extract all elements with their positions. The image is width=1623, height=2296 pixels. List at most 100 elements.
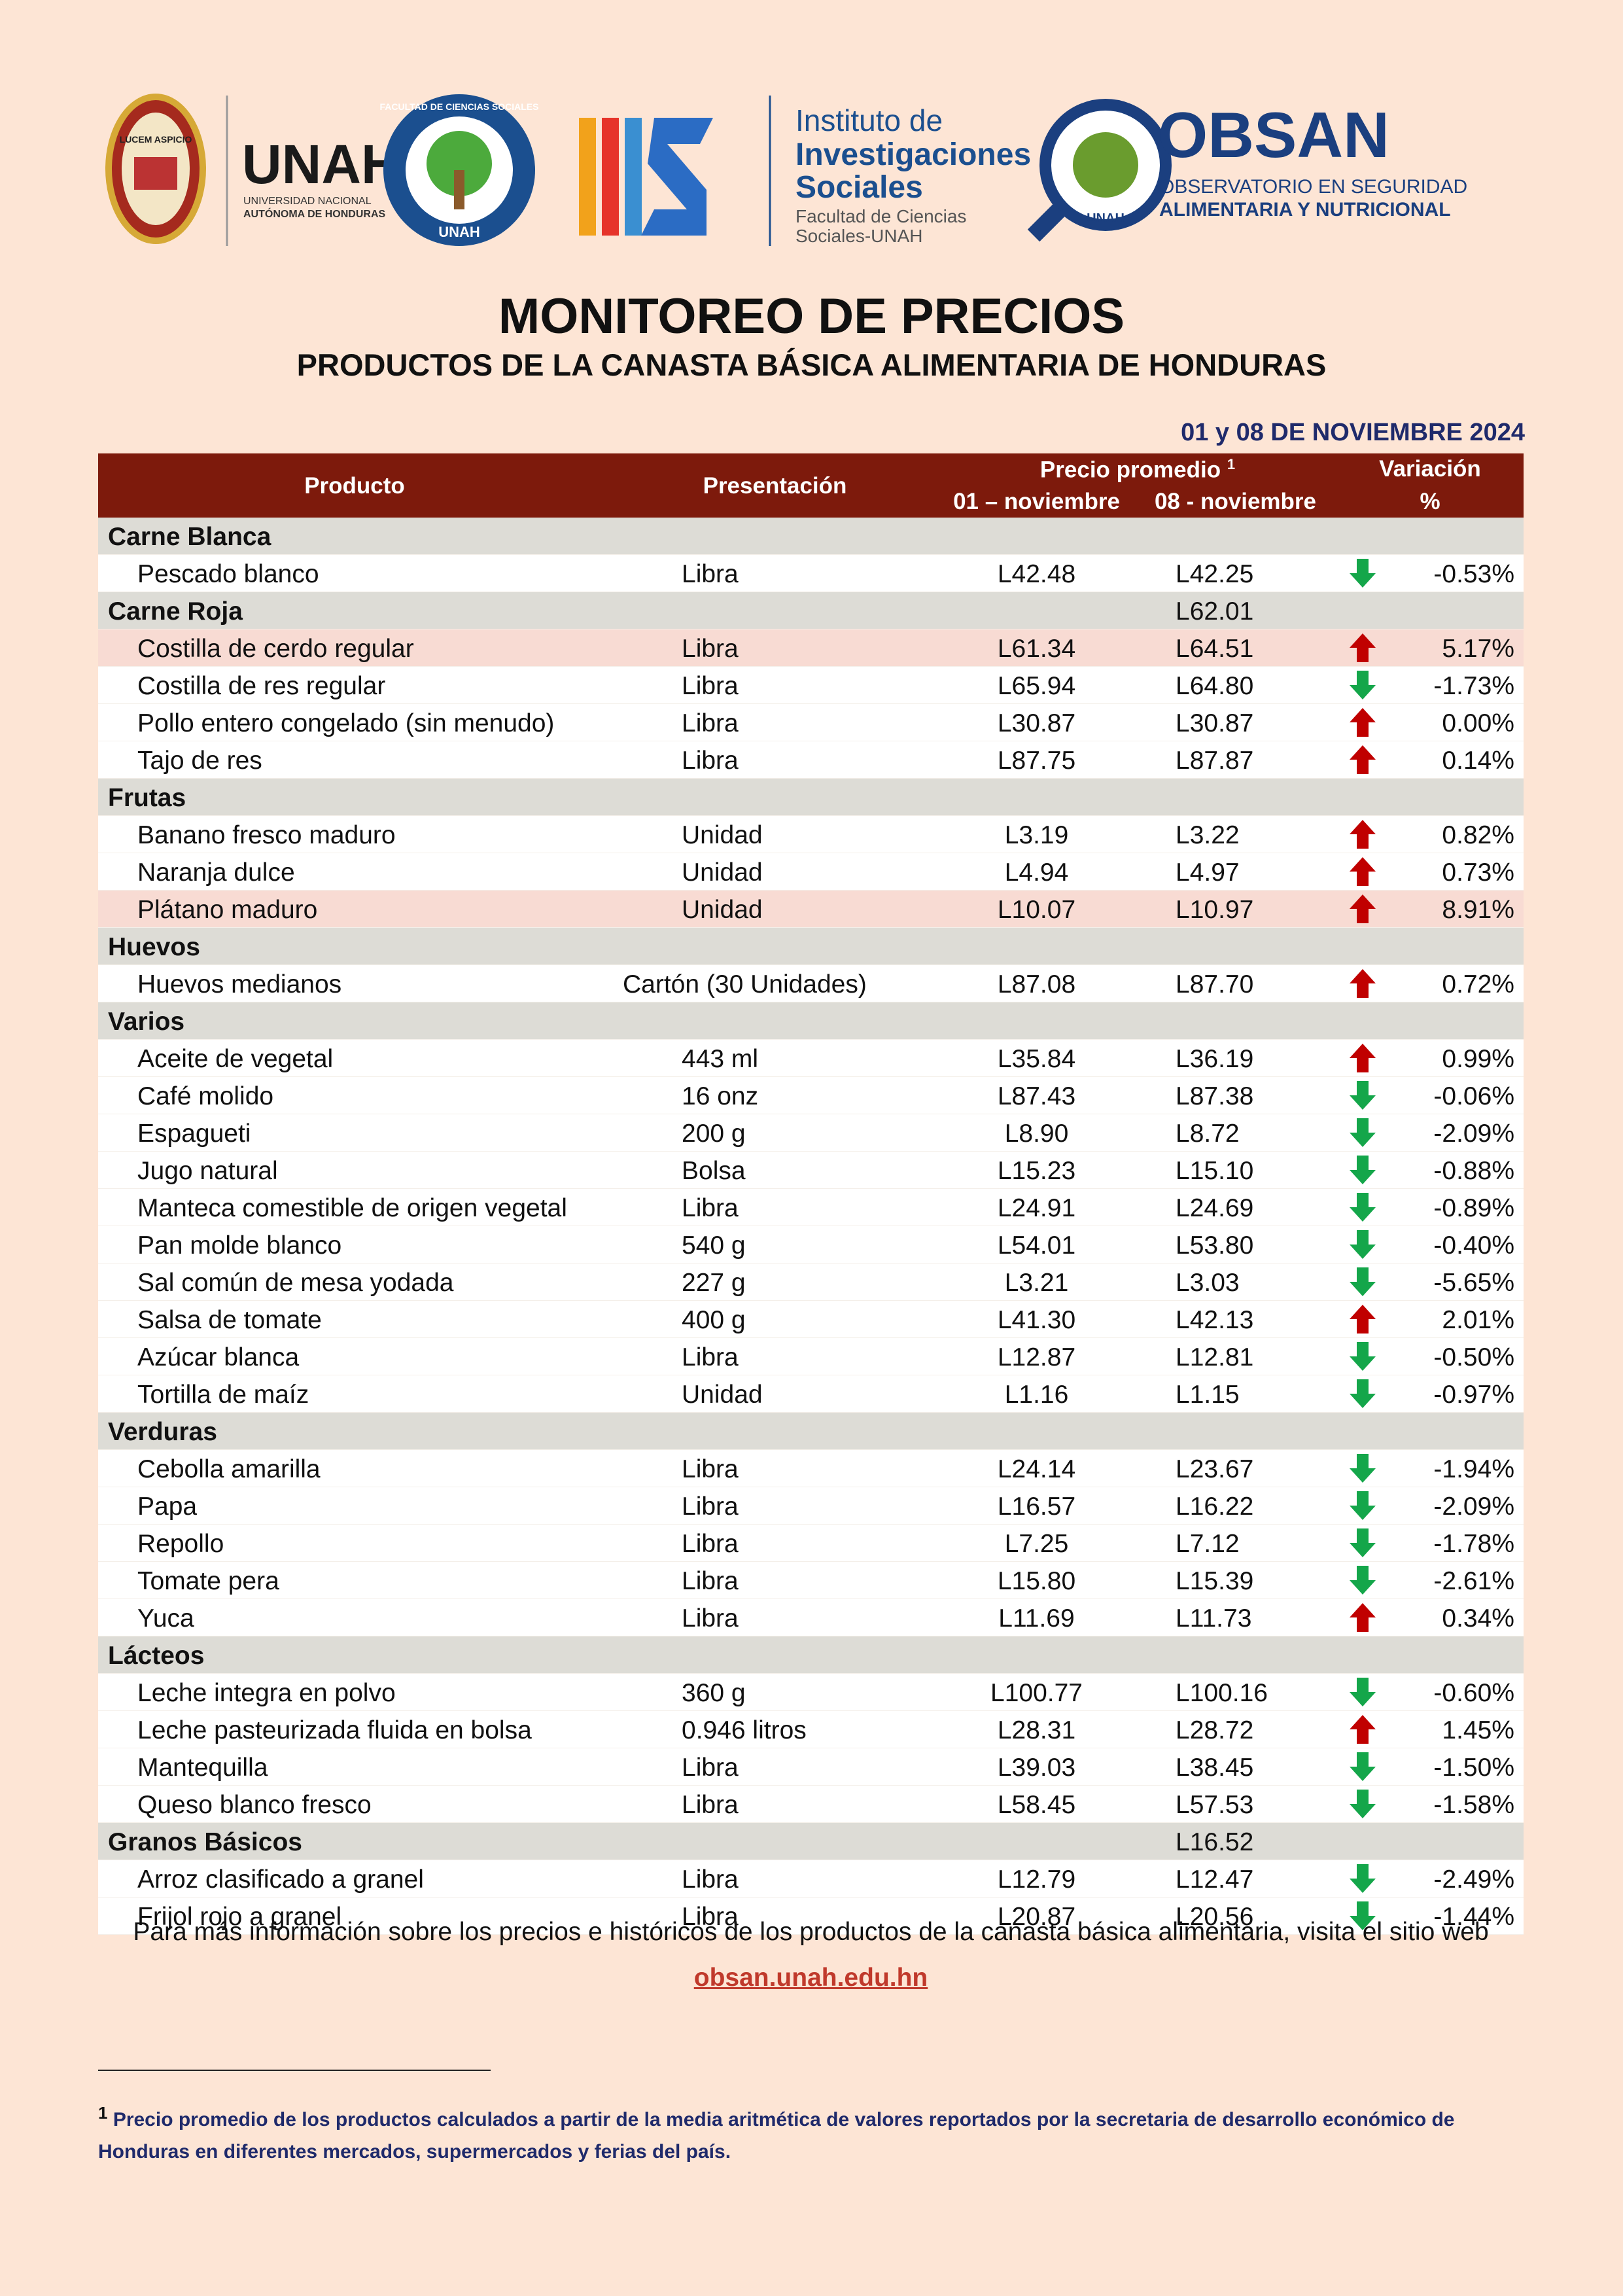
group-row: Carne Blanca	[98, 518, 1524, 555]
variation: -2.09%	[1433, 1120, 1514, 1148]
group-row: Carne Roja L62.01	[98, 592, 1524, 629]
presentation: Bolsa	[682, 1157, 746, 1185]
price-1: L28.31	[997, 1716, 1076, 1744]
price-2: L20.56	[1176, 1903, 1254, 1931]
arrow-shape	[1350, 894, 1376, 923]
trend-arrow	[1350, 1715, 1376, 1744]
price-2: L12.47	[1176, 1865, 1254, 1894]
group-row: Frutas	[98, 779, 1524, 816]
item-row: Papa Libra L16.57 L16.22 -2.09%	[98, 1487, 1524, 1525]
price-1: L87.43	[997, 1082, 1076, 1110]
item-row: Repollo Libra L7.25 L7.12 -1.78%	[98, 1525, 1524, 1562]
price-1: L1.16	[1004, 1381, 1069, 1409]
trend-arrow	[1350, 820, 1376, 849]
variation: -2.09%	[1433, 1492, 1514, 1521]
price-1: L7.25	[1004, 1530, 1069, 1558]
item-row: Yuca Libra L11.69 L11.73 0.34%	[98, 1599, 1524, 1636]
group-row: Varios	[98, 1002, 1524, 1040]
footnote-rule	[98, 2070, 491, 2071]
variation: 1.45%	[1442, 1716, 1514, 1744]
arrow-shape	[1350, 820, 1376, 849]
arrow-shape	[1350, 1678, 1376, 1706]
product: Banano fresco maduro	[137, 821, 396, 849]
variation: -1.50%	[1433, 1754, 1514, 1782]
arrow-shape	[1350, 1379, 1376, 1408]
product: Salsa de tomate	[137, 1306, 322, 1334]
product: Leche pasteurizada fluida en bolsa	[137, 1716, 532, 1744]
column-header: 08 - noviembre	[1154, 489, 1317, 514]
obsan-wordmark: OBSAN	[1158, 99, 1389, 171]
price-2: L87.38	[1176, 1082, 1254, 1110]
group-name: Frutas	[108, 784, 186, 812]
price-2: L15.39	[1176, 1567, 1254, 1595]
price-1: L24.91	[997, 1194, 1076, 1222]
presentation: Libra	[682, 1492, 739, 1521]
arrow-shape	[1350, 633, 1376, 662]
presentation: Libra	[682, 709, 739, 737]
arrow-shape	[1350, 1267, 1376, 1296]
trend-arrow	[1350, 1305, 1376, 1333]
price-1: L20.87	[997, 1903, 1076, 1931]
product: Pescado blanco	[137, 560, 319, 588]
price-1: L42.48	[997, 560, 1076, 588]
variation: -0.89%	[1433, 1194, 1514, 1222]
group-price: L62.01	[1176, 597, 1254, 626]
presentation: Libra	[682, 747, 739, 775]
item-row: Queso blanco fresco Libra L58.45 L57.53 -1.5…	[98, 1786, 1524, 1823]
item-row: Azúcar blanca Libra L12.87 L12.81 -0.50%	[98, 1338, 1524, 1375]
trend-arrow	[1350, 633, 1376, 662]
price-1: L8.90	[1004, 1120, 1069, 1148]
item-row: Tajo de res Libra L87.75 L87.87 0.14%	[98, 741, 1524, 779]
group-name: Verduras	[108, 1418, 217, 1446]
presentation: Unidad	[682, 896, 763, 924]
group-name: Carne Blanca	[108, 523, 271, 551]
variation: -0.50%	[1433, 1343, 1514, 1371]
footer-link[interactable]: obsan.unah.edu.hn	[693, 1964, 928, 1992]
variation: -2.49%	[1433, 1865, 1514, 1894]
arrow-shape	[1350, 745, 1376, 774]
price-2: L30.87	[1176, 709, 1254, 737]
price-1: L87.75	[997, 747, 1076, 775]
price-1: L100.77	[990, 1679, 1083, 1707]
item-row: Naranja dulce Unidad L4.94 L4.97 0.73%	[98, 853, 1524, 891]
product: Sal común de mesa yodada	[137, 1269, 454, 1297]
variation: -1.94%	[1433, 1455, 1514, 1483]
presentation: 360 g	[682, 1679, 746, 1707]
variation: -0.06%	[1433, 1082, 1514, 1110]
product: Tomate pera	[137, 1567, 279, 1595]
variation: -1.44%	[1433, 1903, 1514, 1931]
trend-arrow	[1350, 1454, 1376, 1483]
arrow-shape	[1350, 1864, 1376, 1893]
price-1: L35.84	[997, 1045, 1076, 1073]
iis-text: Investigaciones	[795, 137, 1031, 172]
price-2: L4.97	[1176, 858, 1240, 887]
item-row: Jugo natural Bolsa L15.23 L15.10 -0.88%	[98, 1152, 1524, 1189]
variation: 0.82%	[1442, 821, 1514, 849]
arrow-shape	[1350, 1081, 1376, 1110]
item-row: Pollo entero congelado (sin menudo) Libra…	[98, 704, 1524, 741]
arrow-shape	[1350, 1752, 1376, 1781]
presentation: Libra	[682, 1903, 739, 1931]
footnote-text: Precio promedio de los productos calcula…	[98, 2109, 1455, 2163]
arrow-shape	[1350, 1193, 1376, 1222]
price-2: L16.22	[1176, 1492, 1254, 1521]
product: Aceite de vegetal	[137, 1045, 334, 1073]
price-1: L11.69	[998, 1604, 1075, 1633]
footer-text: Para más información sobre los precios e…	[133, 1918, 1489, 1946]
trend-arrow	[1350, 708, 1376, 737]
item-row: Frijol rojo a granel Libra L20.87 L20.56 -1.…	[98, 1898, 1524, 1935]
product: Espagueti	[137, 1120, 251, 1148]
arrow-shape	[1350, 969, 1376, 998]
variation: -0.60%	[1433, 1679, 1514, 1707]
presentation: Libra	[682, 635, 739, 663]
item-row: Tortilla de maíz Unidad L1.16 L1.15 -0.97%	[98, 1375, 1524, 1413]
product: Mantequilla	[137, 1754, 268, 1782]
footnote-marker: 1	[98, 2103, 108, 2123]
obsan-badge: UNAH	[1087, 211, 1125, 226]
variation: -1.58%	[1433, 1791, 1514, 1819]
arrow-shape	[1350, 1454, 1376, 1483]
price-2: L3.22	[1176, 821, 1240, 849]
presentation: Libra	[682, 1343, 739, 1371]
